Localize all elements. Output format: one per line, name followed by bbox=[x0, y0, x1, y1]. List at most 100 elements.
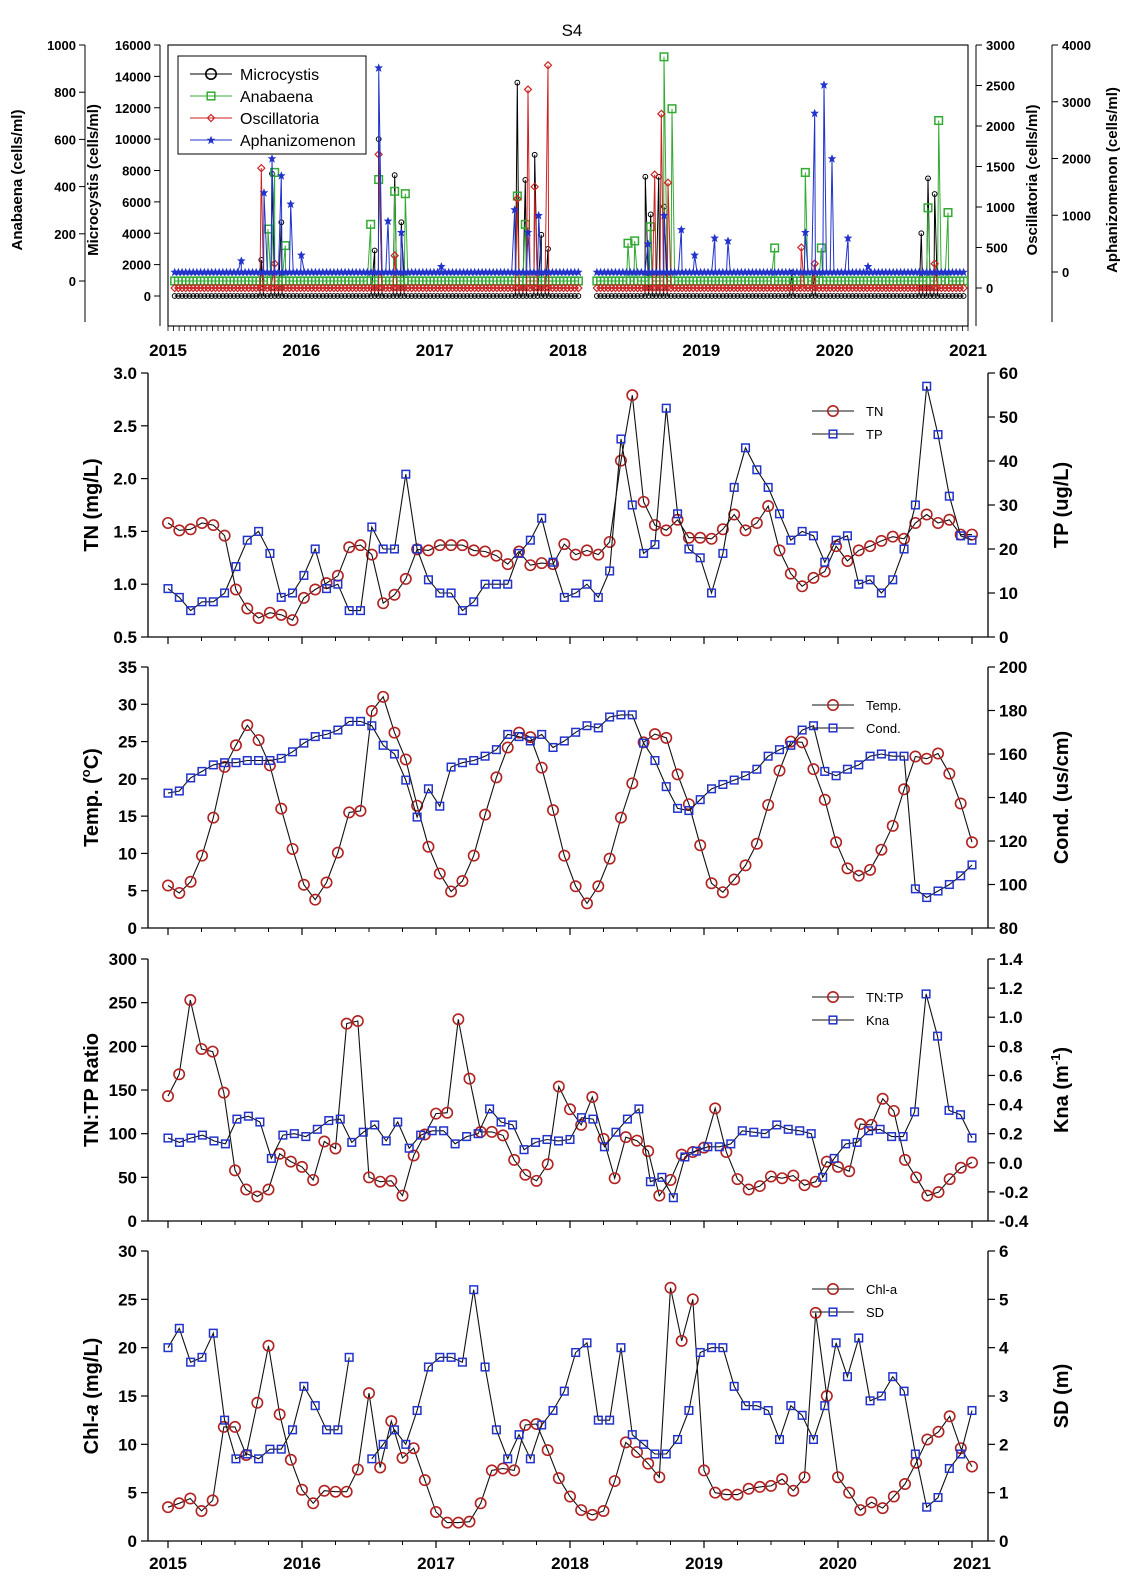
data-point bbox=[959, 267, 968, 277]
data-point bbox=[523, 85, 533, 94]
data-point bbox=[552, 1472, 565, 1485]
legend-marker bbox=[828, 1307, 838, 1317]
data-point bbox=[174, 1323, 184, 1333]
legend-label: Aphanizomenon bbox=[240, 133, 356, 150]
data-point bbox=[267, 154, 277, 163]
left-axis-label-italic: a bbox=[81, 1404, 103, 1415]
data-point bbox=[445, 539, 458, 552]
data-point bbox=[798, 1179, 811, 1192]
data-point bbox=[401, 293, 408, 299]
data-point bbox=[776, 1473, 789, 1486]
data-point bbox=[217, 1086, 230, 1099]
data-point bbox=[818, 283, 828, 293]
data-point bbox=[289, 1129, 299, 1139]
data-point bbox=[622, 283, 631, 293]
data-point bbox=[759, 283, 768, 293]
data-point bbox=[648, 283, 657, 293]
data-point bbox=[922, 1502, 932, 1512]
legend-marker bbox=[205, 68, 218, 81]
axis-tick-label: 4000 bbox=[1062, 38, 1091, 53]
data-point bbox=[764, 1479, 777, 1492]
data-point bbox=[854, 579, 864, 589]
data-point bbox=[254, 755, 264, 766]
data-point bbox=[371, 247, 378, 254]
data-point bbox=[965, 836, 978, 849]
left-tick-label: 5 bbox=[128, 1484, 137, 1503]
data-point bbox=[555, 283, 565, 293]
right-tick-label: 30 bbox=[999, 496, 1018, 515]
data-point bbox=[275, 293, 282, 299]
data-point bbox=[771, 293, 778, 299]
data-point bbox=[740, 283, 750, 293]
data-point bbox=[163, 584, 173, 594]
data-point bbox=[823, 293, 830, 299]
data-point bbox=[320, 876, 333, 889]
data-point bbox=[888, 575, 898, 585]
data-point bbox=[205, 293, 211, 299]
data-point bbox=[374, 63, 383, 72]
data-point bbox=[762, 283, 772, 293]
data-point bbox=[282, 293, 289, 299]
data-point bbox=[529, 283, 539, 293]
data-point bbox=[531, 293, 537, 299]
data-point bbox=[664, 293, 671, 299]
data-point bbox=[864, 863, 877, 876]
data-point bbox=[564, 293, 571, 299]
data-point bbox=[401, 469, 411, 479]
data-point bbox=[278, 1130, 288, 1140]
data-point bbox=[695, 1347, 705, 1358]
data-point bbox=[174, 786, 184, 796]
data-point bbox=[370, 283, 380, 293]
data-point bbox=[574, 267, 583, 277]
data-point bbox=[622, 1114, 632, 1124]
data-point bbox=[218, 529, 231, 542]
left-axis-label: Temp. (oC) bbox=[78, 748, 103, 847]
data-point bbox=[797, 293, 804, 299]
data-point bbox=[299, 570, 309, 580]
data-point bbox=[627, 710, 637, 720]
data-point bbox=[788, 283, 798, 293]
right-tick-label: 0.0 bbox=[999, 1154, 1023, 1173]
data-point bbox=[633, 283, 642, 293]
data-point bbox=[490, 771, 503, 784]
data-point bbox=[806, 1129, 816, 1139]
data-point bbox=[764, 1170, 777, 1183]
data-point bbox=[740, 771, 751, 781]
data-point bbox=[786, 740, 796, 750]
data-point bbox=[445, 293, 452, 299]
data-point bbox=[503, 579, 513, 589]
data-point bbox=[408, 293, 415, 299]
data-point bbox=[374, 283, 383, 293]
data-point bbox=[661, 403, 671, 413]
data-point bbox=[535, 557, 548, 570]
data-point bbox=[625, 283, 635, 293]
data-point bbox=[751, 283, 761, 293]
data-point bbox=[675, 1334, 688, 1347]
data-point bbox=[954, 1161, 967, 1174]
data-point bbox=[266, 1153, 276, 1163]
data-point bbox=[645, 1177, 655, 1187]
series-cond- bbox=[163, 710, 977, 903]
left-tick-label: 10 bbox=[118, 844, 137, 863]
data-point bbox=[442, 293, 448, 299]
data-point bbox=[391, 172, 398, 179]
data-point bbox=[411, 799, 424, 812]
x-tick-label: 2017 bbox=[417, 1554, 455, 1573]
data-point bbox=[323, 293, 330, 299]
data-point bbox=[563, 1490, 576, 1503]
data-point bbox=[931, 293, 937, 299]
data-point bbox=[375, 293, 382, 299]
data-point bbox=[519, 1168, 532, 1181]
data-point bbox=[220, 1139, 230, 1149]
data-point bbox=[592, 880, 605, 893]
data-point bbox=[558, 849, 571, 862]
data-point bbox=[965, 1156, 978, 1169]
left-tick-label: 35 bbox=[118, 658, 137, 677]
data-point bbox=[718, 779, 728, 790]
data-point bbox=[220, 1415, 230, 1425]
data-point bbox=[523, 293, 530, 299]
data-point bbox=[648, 519, 661, 532]
data-point bbox=[849, 293, 856, 299]
data-point bbox=[642, 1457, 655, 1470]
data-point bbox=[967, 1133, 977, 1143]
